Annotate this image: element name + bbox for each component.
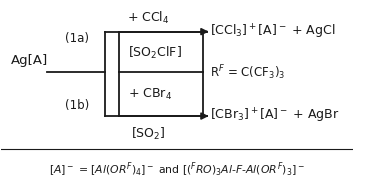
Text: [SO$_2$ClF]: [SO$_2$ClF] <box>128 45 181 61</box>
Text: + CCl$_4$: + CCl$_4$ <box>127 9 170 26</box>
Text: (1a): (1a) <box>65 32 89 45</box>
Text: [CBr$_3$]$^+$[A]$^-$ + AgBr: [CBr$_3$]$^+$[A]$^-$ + AgBr <box>210 107 340 125</box>
Text: Ag[A]: Ag[A] <box>11 54 49 67</box>
Text: + CBr$_4$: + CBr$_4$ <box>128 87 171 102</box>
Text: R$^F$ = C(CF$_3$)$_3$: R$^F$ = C(CF$_3$)$_3$ <box>210 64 285 82</box>
Text: [CCl$_3$]$^+$[A]$^-$ + AgCl: [CCl$_3$]$^+$[A]$^-$ + AgCl <box>210 22 336 41</box>
Text: (1b): (1b) <box>64 99 89 112</box>
Text: [SO$_2$]: [SO$_2$] <box>131 126 166 142</box>
Text: $[A]^-$ = $[Al(OR^F)_4]^-$ and $[(^FRO)_3Al$-$F$-$Al(OR^F)_3]^-$: $[A]^-$ = $[Al(OR^F)_4]^-$ and $[(^FRO)_… <box>49 160 305 179</box>
